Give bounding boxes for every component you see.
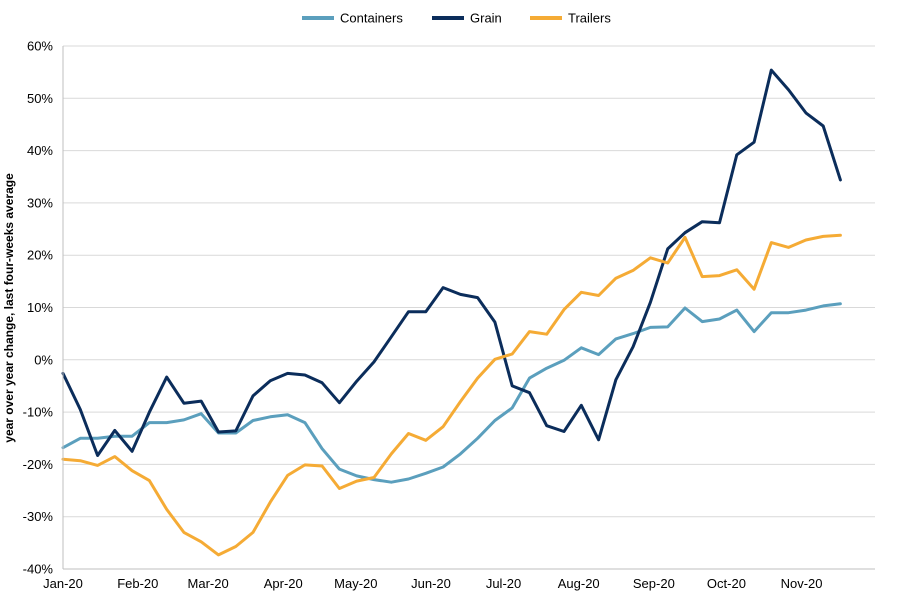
x-tick-label: Feb-20	[117, 576, 158, 591]
y-tick-label: 60%	[27, 39, 53, 54]
y-tick-label: 40%	[27, 143, 53, 158]
y-tick-label: 10%	[27, 300, 53, 315]
y-tick-label: 50%	[27, 91, 53, 106]
series-line-trailers	[61, 233, 842, 557]
series-line-grain	[61, 68, 842, 457]
x-tick-label: Sep-20	[633, 576, 675, 591]
legend-label-grain: Grain	[470, 11, 502, 26]
x-tick-label: Oct-20	[707, 576, 746, 591]
y-tick-label: -10%	[23, 405, 54, 420]
y-tick-label: 0%	[34, 352, 53, 367]
legend-label-containers: Containers	[340, 11, 403, 26]
x-tick-label: Mar-20	[188, 576, 229, 591]
x-tick-label: Apr-20	[264, 576, 303, 591]
y-tick-label: -40%	[23, 562, 54, 577]
y-tick-label: 20%	[27, 248, 53, 263]
data-series	[61, 68, 842, 557]
x-tick-label: Jan-20	[43, 576, 83, 591]
legend-label-trailers: Trailers	[568, 11, 611, 26]
y-tick-label: -20%	[23, 457, 54, 472]
axes: Jan-20 Feb-20 Mar-20 Apr-20 May-20 Jun-20 Jul-…	[43, 46, 875, 591]
x-tick-label: Nov-20	[781, 576, 823, 591]
x-tick-label: Jun-20	[411, 576, 451, 591]
series-line-containers	[61, 302, 842, 484]
x-tick-label: May-20	[334, 576, 377, 591]
legend: Containers Grain Trailers	[302, 11, 611, 26]
y-tick-label: -30%	[23, 509, 54, 524]
x-tick-label: Aug-20	[558, 576, 600, 591]
gridlines: 60% 50% 40% 30% 20% 10% 0% -10% -20% -30% -40%	[23, 39, 875, 577]
x-tick-label: Jul-20	[486, 576, 521, 591]
y-tick-label: 30%	[27, 195, 53, 210]
y-axis-label: year over year change, last four-weeks a…	[2, 173, 16, 443]
